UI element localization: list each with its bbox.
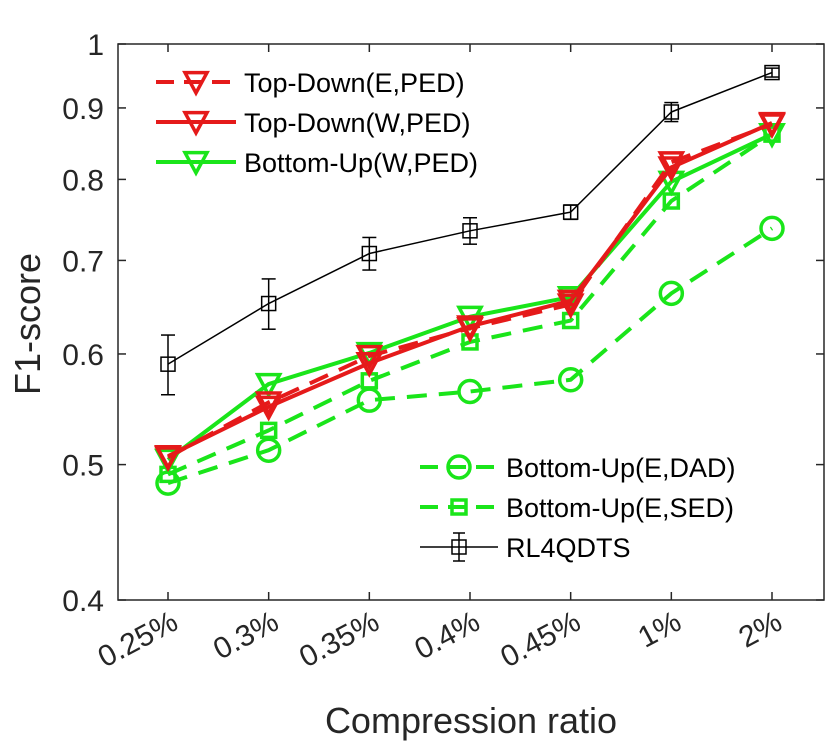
series-top-down-e-ped-point bbox=[254, 391, 283, 418]
series-bottom-up-e-dad-point bbox=[457, 378, 483, 405]
y-axis-label: F1-score bbox=[7, 253, 48, 395]
legend-marker bbox=[446, 454, 472, 480]
series-top-down-e-ped-point bbox=[456, 317, 484, 343]
series-rl4qdts-point bbox=[260, 295, 277, 312]
legend-label: RL4QDTS bbox=[506, 533, 631, 563]
series-top-down-e-ped-point bbox=[758, 113, 786, 140]
legend-marker bbox=[182, 110, 210, 137]
y-tick-label: 0.4 bbox=[62, 585, 104, 618]
y-tick-label: 0.6 bbox=[62, 339, 104, 372]
series-bottom-up-e-sed-line bbox=[167, 132, 774, 477]
legend-marker bbox=[182, 70, 210, 97]
legend-label: Bottom-Up(W,PED) bbox=[244, 148, 478, 178]
x-tick-label: 0.3% bbox=[208, 605, 284, 666]
x-tick-label: 0.4% bbox=[409, 605, 485, 666]
y-tick-label: 1 bbox=[87, 29, 104, 62]
legend-label: Bottom-Up(E,SED) bbox=[506, 493, 734, 523]
y-tick-label: 0.8 bbox=[62, 164, 104, 197]
series-top-down-w-ped-point bbox=[556, 289, 585, 316]
series-bottom-up-e-dad-point bbox=[759, 215, 785, 242]
series-top-down-w-ped-point bbox=[657, 156, 686, 183]
x-tick-label: 2% bbox=[734, 605, 788, 654]
series-rl4qdts-point bbox=[462, 223, 478, 239]
series-bottom-up-e-dad-point bbox=[658, 280, 685, 307]
series-rl4qdts-point bbox=[663, 104, 680, 120]
series-rl4qdts-point bbox=[562, 204, 579, 220]
series-bottom-up-e-dad-point bbox=[255, 437, 282, 463]
series-top-down-e-ped-point bbox=[355, 344, 384, 371]
legend-marker bbox=[182, 150, 210, 177]
series-rl4qdts-point bbox=[764, 64, 780, 81]
y-tick-label: 0.9 bbox=[62, 93, 104, 126]
x-tick-label: 0.45% bbox=[495, 605, 586, 674]
series-rl4qdts-point bbox=[160, 356, 176, 372]
series-bottom-up-e-dad-line bbox=[167, 226, 774, 485]
series-bottom-up-e-sed-point bbox=[259, 421, 278, 440]
series-bottom-up-e-dad-point bbox=[557, 367, 584, 393]
legend-label: Top-Down(W,PED) bbox=[244, 108, 471, 138]
x-tick-label: 0.35% bbox=[294, 605, 385, 674]
series-bottom-up-w-ped-point bbox=[556, 285, 585, 312]
x-axis-label: Compression ratio bbox=[325, 700, 617, 741]
series-top-down-e-ped-point bbox=[657, 151, 686, 177]
series-top-down-w-ped-point bbox=[355, 352, 384, 378]
legend-marker bbox=[451, 539, 467, 555]
legend-marker bbox=[450, 498, 468, 516]
y-tick-label: 0.7 bbox=[62, 245, 104, 278]
x-tick-label: 0.25% bbox=[93, 605, 184, 674]
series-bottom-up-w-ped-point bbox=[254, 372, 283, 399]
x-tick-label: 1% bbox=[633, 605, 687, 654]
legend-label: Bottom-Up(E,DAD) bbox=[506, 453, 736, 483]
series-bottom-up-e-dad-point bbox=[356, 387, 383, 413]
series-top-down-e-ped-line bbox=[167, 122, 773, 460]
plot-frame bbox=[117, 43, 825, 601]
series-top-down-e-ped-point bbox=[154, 446, 182, 473]
series-rl4qdts-point bbox=[361, 245, 378, 262]
series-top-down-e-ped-point bbox=[556, 293, 585, 320]
y-tick-label: 0.5 bbox=[62, 450, 104, 483]
legend-label: Top-Down(E,PED) bbox=[244, 68, 465, 98]
